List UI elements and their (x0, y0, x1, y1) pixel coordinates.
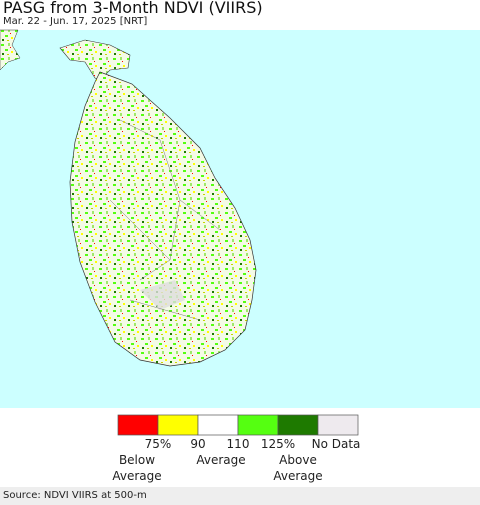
no-data-area (140, 280, 185, 310)
legend-tick: 75% (145, 437, 172, 451)
legend-description: Below (119, 453, 155, 467)
footer: Source: NDVI VIIRS at 500-m (0, 487, 480, 505)
legend-description: Average (273, 469, 322, 483)
legend-tick: 125% (261, 437, 295, 451)
legend-description: Above (279, 453, 317, 467)
india-coast (0, 29, 21, 71)
title: PASG from 3-Month NDVI (VIIRS) (3, 0, 263, 17)
legend-tick: 110 (227, 437, 250, 451)
legend-description: Average (196, 453, 245, 467)
legend-tick: No Data (312, 437, 361, 451)
legend-swatch (237, 414, 279, 436)
legend-swatch (317, 414, 359, 436)
legend-description: Average (112, 469, 161, 483)
legend: 75% 90 110 125% No Data Below Average Average Ab… (112, 414, 361, 483)
legend-tick: 90 (190, 437, 205, 451)
subtitle: Mar. 22 - Jun. 17, 2025 [NRT] (3, 16, 148, 27)
district-borders (109, 119, 221, 321)
source: Source: NDVI VIIRS at 500-m (3, 490, 147, 501)
legend-swatch (117, 414, 159, 436)
legend-swatch (277, 414, 319, 436)
jaffna (59, 39, 131, 81)
sri-lanka (69, 71, 257, 367)
legend-swatch (197, 414, 239, 436)
legend-swatch (157, 414, 199, 436)
